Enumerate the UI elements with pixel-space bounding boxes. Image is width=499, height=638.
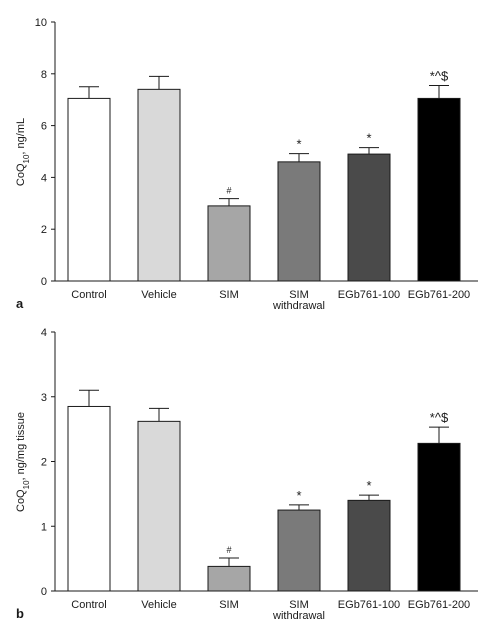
x-tick-label: SIM <box>289 599 309 611</box>
x-tick-label: EGb761-100 <box>338 289 400 301</box>
bar <box>277 509 321 592</box>
x-tick-label: Vehicle <box>141 289 176 301</box>
y-axis-label: CoQ10, ng/mg tissue <box>15 412 31 512</box>
y-tick-label: 4 <box>41 327 47 339</box>
significance-label: * <box>366 131 371 146</box>
significance-label: # <box>226 186 231 196</box>
y-tick-label: 8 <box>41 69 47 81</box>
x-tick-label: Control <box>71 599 106 611</box>
bar <box>67 405 111 592</box>
bar <box>277 161 321 282</box>
bar <box>207 565 251 592</box>
bar <box>67 97 111 282</box>
significance-label: * <box>366 478 371 493</box>
y-tick-label: 6 <box>41 121 47 133</box>
x-tick-label: SIM <box>219 289 239 301</box>
significance-label: # <box>226 545 231 555</box>
bar <box>417 97 461 282</box>
y-axis-label: CoQ10, ng/mL <box>15 118 31 186</box>
y-tick-label: 2 <box>41 457 47 469</box>
bar <box>417 442 461 592</box>
x-tick-label: withdrawal <box>272 610 325 622</box>
y-tick-label: 1 <box>41 521 47 533</box>
x-tick-label: EGb761-200 <box>408 599 470 611</box>
bar <box>137 88 181 282</box>
significance-label: *^$ <box>430 68 449 83</box>
significance-label: * <box>296 137 301 152</box>
panel-letter: b <box>16 606 24 621</box>
significance-label: *^$ <box>430 410 449 425</box>
bar <box>137 420 181 592</box>
bar <box>347 499 391 592</box>
x-tick-label: SIM <box>219 599 239 611</box>
y-tick-label: 2 <box>41 224 47 236</box>
x-tick-label: EGb761-100 <box>338 599 400 611</box>
x-tick-label: EGb761-200 <box>408 289 470 301</box>
y-tick-label: 3 <box>41 392 47 404</box>
x-tick-label: withdrawal <box>272 300 325 312</box>
y-tick-label: 0 <box>41 276 47 288</box>
panel-letter: a <box>16 296 24 311</box>
significance-label: * <box>296 488 301 503</box>
y-tick-label: 4 <box>41 172 47 184</box>
x-tick-label: SIM <box>289 289 309 301</box>
y-tick-label: 10 <box>35 17 47 29</box>
y-tick-label: 0 <box>41 586 47 598</box>
bar <box>347 153 391 282</box>
bar <box>207 205 251 282</box>
x-tick-label: Vehicle <box>141 599 176 611</box>
x-tick-label: Control <box>71 289 106 301</box>
